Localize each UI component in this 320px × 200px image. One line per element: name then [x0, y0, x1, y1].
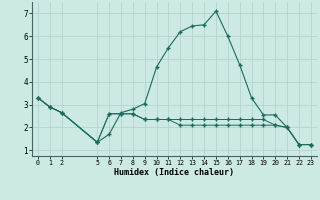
X-axis label: Humidex (Indice chaleur): Humidex (Indice chaleur) — [115, 168, 234, 177]
